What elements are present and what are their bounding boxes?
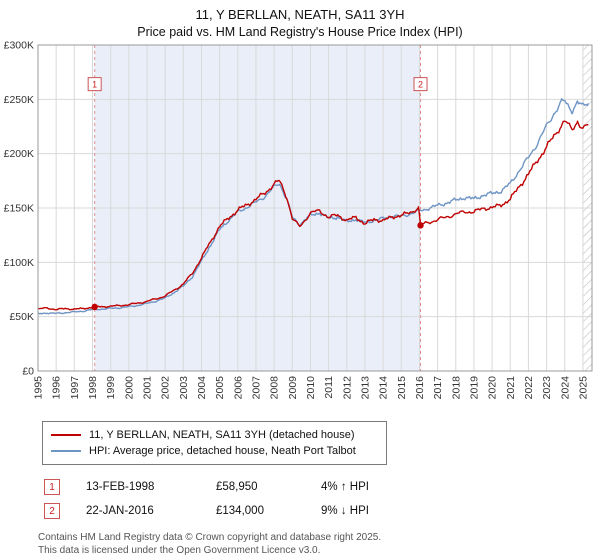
sale-events-table: 1 13-FEB-1998 £58,950 4% ↑ HPI 2 22-JAN-… [44,475,600,523]
price-history-chart: 1 2 £0 £50K £100K £150K £200K £250K £300K 1995 199… [4,40,593,400]
x-axis-tick-label: 2004 [196,376,208,400]
red-line-swatch [51,434,81,436]
x-axis-tick-label: 2016 [414,376,426,400]
sale-marker-flag-label: 2 [418,79,423,89]
x-axis-tick-label: 2024 [559,376,571,400]
x-axis-tick-label: 2009 [287,376,299,400]
event-1-date: 13-FEB-1998 [86,481,155,493]
x-axis-tick-label: 2025 [577,376,589,400]
x-axis-tick-label: 1997 [69,376,81,400]
event-2-price: £134,000 [216,505,264,517]
event-2-marker: 2 [44,503,60,519]
x-axis-tick-label: 2010 [305,376,317,400]
x-axis-tick-label: 2022 [523,376,535,400]
x-axis-tick-label: 2019 [468,376,480,400]
x-axis-tick-label: 2006 [232,376,244,400]
sale-marker-flag [413,77,428,92]
chart-legend: 11, Y BERLLAN, NEATH, SA11 3YH (detached… [42,421,387,465]
x-axis-tick-label: 2021 [505,376,517,400]
y-axis-tick-label: £200K [4,148,34,160]
plot-border [37,44,593,372]
x-axis-tick-label: 2015 [396,376,408,400]
legend-label-hpi: HPI: Average price, detached house, Neat… [89,445,356,457]
legend-label-price-paid: 11, Y BERLLAN, NEATH, SA11 3YH (detached… [89,429,355,441]
x-axis-tick-label: 2005 [214,376,226,400]
x-axis-tick-label: 2018 [450,376,462,400]
sale-marker-flag-label: 1 [92,79,97,89]
page-subtitle: Price paid vs. HM Land Registry's House … [137,25,463,39]
legend-item-price-paid: 11, Y BERLLAN, NEATH, SA11 3YH (detached… [51,427,378,443]
copyright-footer: Contains HM Land Registry data © Crown c… [38,531,600,557]
event-2-date: 22-JAN-2016 [86,505,154,517]
footer-line-1: Contains HM Land Registry data © Crown c… [38,532,382,543]
x-axis-tick-label: 2003 [178,376,190,400]
x-axis-tick-label: 2001 [141,376,153,400]
x-axis-tick-label: 2020 [487,376,499,400]
y-axis-tick-label: £300K [4,40,34,52]
x-axis-tick-label: 1996 [51,376,63,400]
footer-line-2: This data is licensed under the Open Gov… [38,545,321,556]
y-axis-tick-label: £0 [22,366,34,378]
sale-event-row-1: 1 13-FEB-1998 £58,950 4% ↑ HPI [44,475,600,499]
x-axis-tick-label: 2008 [269,376,281,400]
sale-marker-flag [87,77,102,92]
sale-event-row-2: 2 22-JAN-2016 £134,000 9% ↓ HPI [44,499,600,523]
blue-line-swatch [51,450,81,452]
legend-item-hpi: HPI: Average price, detached house, Neat… [51,443,378,459]
x-axis-tick-label: 2023 [541,376,553,400]
sale-marker-dot [417,222,424,229]
page-title: 11, Y BERLLAN, NEATH, SA11 3YH [195,7,405,22]
x-axis-tick-label: 2017 [432,376,444,400]
x-axis-tick-label: 2002 [160,376,172,400]
event-1-price: £58,950 [216,481,258,493]
event-1-marker: 1 [44,479,60,495]
sale-marker-dot [91,303,98,311]
hpi-line [37,98,590,315]
x-axis-tick-label: 2000 [123,376,135,400]
x-axis-tick-label: 1995 [33,376,45,400]
x-axis-tick-label: 1998 [87,376,99,400]
event-1-hpi-delta: 4% ↑ HPI [321,481,369,493]
y-axis-tick-label: £50K [9,311,34,323]
y-axis-tick-label: £150K [4,203,34,215]
y-axis-tick-label: £100K [4,257,34,269]
price-paid-line [37,120,589,311]
x-axis-tick-label: 2013 [359,376,371,400]
x-axis-tick-label: 1999 [105,376,117,400]
x-axis-tick-label: 2012 [341,376,353,400]
event-2-hpi-delta: 9% ↓ HPI [321,505,369,517]
x-axis-tick-label: 2011 [323,376,335,399]
x-axis-tick-label: 2014 [378,376,390,400]
y-axis-tick-label: £250K [4,94,34,106]
x-axis-tick-label: 2007 [250,376,262,400]
